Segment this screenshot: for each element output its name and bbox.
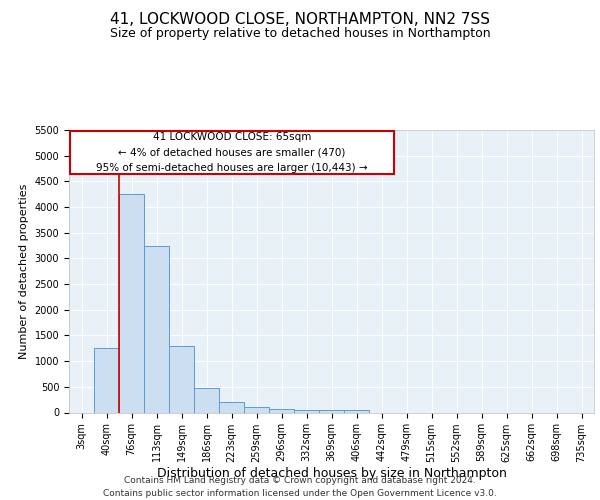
Text: Size of property relative to detached houses in Northampton: Size of property relative to detached ho…: [110, 28, 490, 40]
Bar: [294, 410, 319, 412]
Bar: [94, 348, 119, 412]
Text: 41 LOCKWOOD CLOSE: 65sqm
← 4% of detached houses are smaller (470)
95% of semi-d: 41 LOCKWOOD CLOSE: 65sqm ← 4% of detache…: [97, 132, 368, 173]
Text: 41, LOCKWOOD CLOSE, NORTHAMPTON, NN2 7SS: 41, LOCKWOOD CLOSE, NORTHAMPTON, NN2 7SS: [110, 12, 490, 28]
Bar: [244, 407, 269, 412]
X-axis label: Distribution of detached houses by size in Northampton: Distribution of detached houses by size …: [157, 468, 506, 480]
Text: Contains HM Land Registry data © Crown copyright and database right 2024.
Contai: Contains HM Land Registry data © Crown c…: [103, 476, 497, 498]
Bar: [344, 410, 369, 412]
FancyBboxPatch shape: [70, 131, 394, 174]
Bar: [194, 388, 219, 412]
Bar: [169, 346, 194, 412]
Bar: [219, 402, 244, 412]
Bar: [319, 410, 344, 412]
Bar: [144, 246, 169, 412]
Bar: [269, 409, 294, 412]
Y-axis label: Number of detached properties: Number of detached properties: [19, 184, 29, 359]
Bar: [119, 194, 144, 412]
